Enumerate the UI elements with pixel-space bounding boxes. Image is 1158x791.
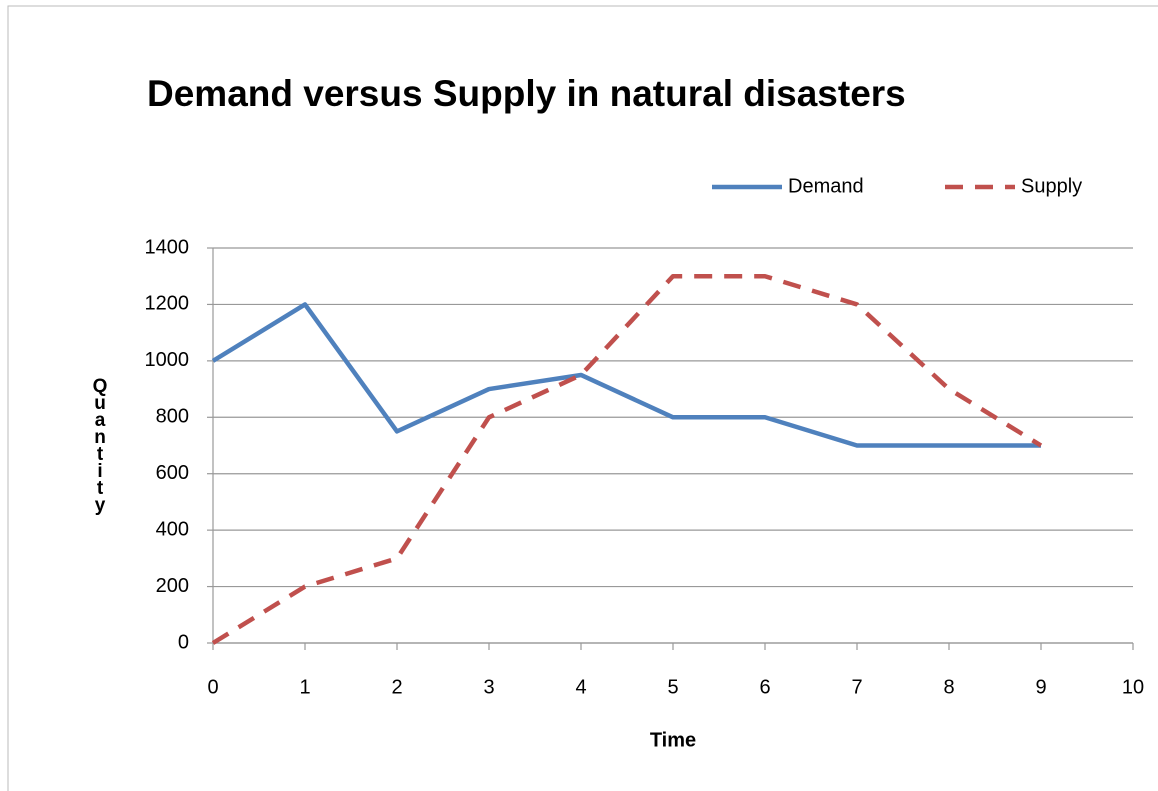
x-axis-label: Time bbox=[650, 729, 696, 751]
data-line bbox=[211, 302, 1041, 448]
x-tick-label: 8 bbox=[943, 676, 954, 698]
chart-title: Demand versus Supply in natural disaster… bbox=[147, 73, 906, 114]
y-tick-label: 1200 bbox=[145, 293, 190, 315]
y-tick-label: 600 bbox=[156, 462, 189, 484]
x-tick-label: 6 bbox=[759, 676, 770, 698]
x-tick-label: 3 bbox=[483, 676, 494, 698]
x-tick-label: 4 bbox=[575, 676, 586, 698]
y-tick-label: 400 bbox=[156, 518, 189, 540]
legend-label: Demand bbox=[788, 175, 864, 197]
x-tick-label: 1 bbox=[299, 676, 310, 698]
y-tick-label: 0 bbox=[178, 631, 189, 653]
x-tick-label: 7 bbox=[851, 676, 862, 698]
y-tick-label: 1400 bbox=[145, 236, 190, 258]
x-tick-label: 5 bbox=[667, 676, 678, 698]
y-tick-label: 1000 bbox=[145, 349, 190, 371]
y-tick-label: 200 bbox=[156, 575, 189, 597]
chart-frame bbox=[7, 5, 1158, 791]
y-tick-label: 800 bbox=[156, 406, 189, 428]
x-tick-label: 0 bbox=[207, 676, 218, 698]
x-tick-label: 10 bbox=[1122, 676, 1144, 698]
data-line bbox=[211, 273, 1043, 645]
x-tick-label: 2 bbox=[391, 676, 402, 698]
y-axis-label: Quantity bbox=[90, 376, 111, 515]
x-tick-label: 9 bbox=[1035, 676, 1046, 698]
legend-label: Supply bbox=[1021, 175, 1082, 197]
